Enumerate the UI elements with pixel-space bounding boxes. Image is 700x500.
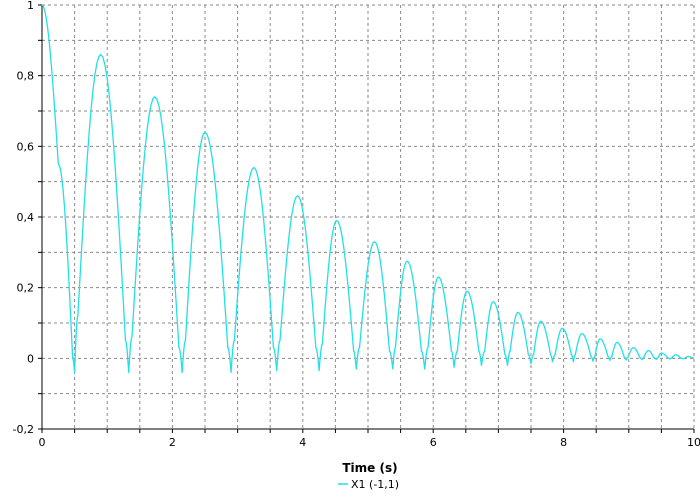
x-tick-label: 2 [169, 436, 176, 449]
x-tick-label: 0 [39, 436, 46, 449]
legend: X1 (-1,1) [338, 478, 399, 491]
y-tick-label: 0,2 [17, 282, 35, 295]
y-tick-label: 0,6 [17, 140, 35, 153]
y-tick-label: -0,2 [13, 423, 34, 436]
x-tick-label: 8 [560, 436, 567, 449]
x-tick-label: 10 [687, 436, 700, 449]
series-layer [41, 4, 695, 374]
legend-label: X1 (-1,1) [351, 478, 399, 491]
y-tick-label: 0 [27, 352, 34, 365]
x-axis-title: Time (s) [342, 461, 397, 475]
y-tick-label: 0,8 [17, 70, 35, 83]
axes [38, 4, 695, 433]
series-line-x1 [41, 4, 695, 374]
y-tick-label: 1 [27, 0, 34, 12]
y-tick-label: 0,4 [17, 211, 35, 224]
x-tick-label: 6 [430, 436, 437, 449]
grid-lines [42, 4, 695, 429]
x-tick-label: 4 [299, 436, 306, 449]
tick-labels: 0 2 4 6 8 10 -0,2 0 0,2 0,4 0,6 0,8 1 [13, 0, 700, 449]
